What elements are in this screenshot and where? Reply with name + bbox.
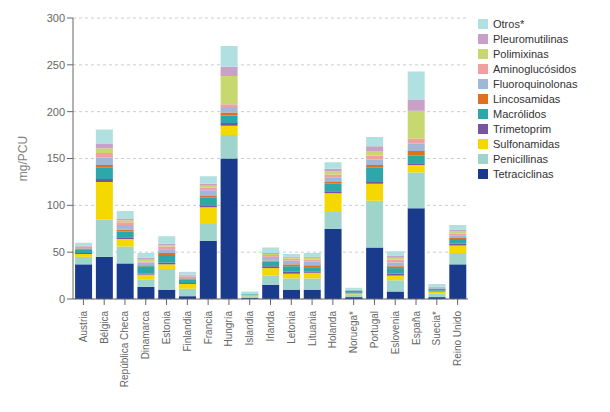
html-text:Fluoroquinolonas: Fluoroquinolonas bbox=[493, 78, 578, 90]
svg-text:200: 200 bbox=[47, 106, 65, 118]
svg-text:Finlandia: Finlandia bbox=[182, 311, 193, 352]
svg-text:150: 150 bbox=[47, 152, 65, 164]
svg-text:mg/PCU: mg/PCU bbox=[16, 136, 30, 181]
svg-text:Eslovenia: Eslovenia bbox=[390, 311, 401, 355]
svg-text:Reino Unido: Reino Unido bbox=[452, 311, 463, 366]
svg-text:Letonia: Letonia bbox=[286, 311, 297, 344]
svg-text:Hungría: Hungría bbox=[223, 311, 234, 347]
html-text:Macrólidos: Macrólidos bbox=[493, 108, 547, 120]
svg-text:Irlanda: Irlanda bbox=[265, 311, 276, 342]
html-text:Trimetoprim: Trimetoprim bbox=[493, 123, 552, 135]
svg-text:Bélgica: Bélgica bbox=[99, 311, 110, 344]
html-text:Lincosamidas: Lincosamidas bbox=[493, 93, 561, 105]
svg-text:300: 300 bbox=[47, 12, 65, 24]
svg-text:Austria: Austria bbox=[78, 311, 89, 343]
svg-text:Dinamarca: Dinamarca bbox=[140, 311, 151, 360]
svg-text:Lituania: Lituania bbox=[307, 311, 318, 346]
svg-text:100: 100 bbox=[47, 199, 65, 211]
svg-text:Estonia: Estonia bbox=[161, 311, 172, 345]
html-text:Sulfonamidas: Sulfonamidas bbox=[493, 138, 560, 150]
svg-text:Portugal: Portugal bbox=[369, 311, 380, 348]
svg-text:España: España bbox=[411, 311, 422, 345]
svg-text:0: 0 bbox=[59, 293, 65, 305]
svg-text:República Checa: República Checa bbox=[119, 311, 130, 388]
html-text:Otros*: Otros* bbox=[493, 18, 525, 30]
svg-text:50: 50 bbox=[53, 246, 65, 258]
svg-text:Islandia: Islandia bbox=[244, 311, 255, 346]
html-text:Aminoglucósidos: Aminoglucósidos bbox=[493, 63, 577, 75]
html-text:Tetraciclinas: Tetraciclinas bbox=[493, 168, 554, 180]
svg-text:Holanda: Holanda bbox=[327, 311, 338, 349]
svg-text:250: 250 bbox=[47, 59, 65, 71]
svg-text:Noruega*: Noruega* bbox=[348, 311, 359, 353]
svg-text:Francia: Francia bbox=[203, 311, 214, 345]
html-text:Penicillinas: Penicillinas bbox=[493, 153, 548, 165]
svg-text:Suecia*: Suecia* bbox=[431, 311, 442, 346]
html-text:Pleuromutilinas: Pleuromutilinas bbox=[493, 33, 569, 45]
html-text:Polimixinas: Polimixinas bbox=[493, 48, 549, 60]
